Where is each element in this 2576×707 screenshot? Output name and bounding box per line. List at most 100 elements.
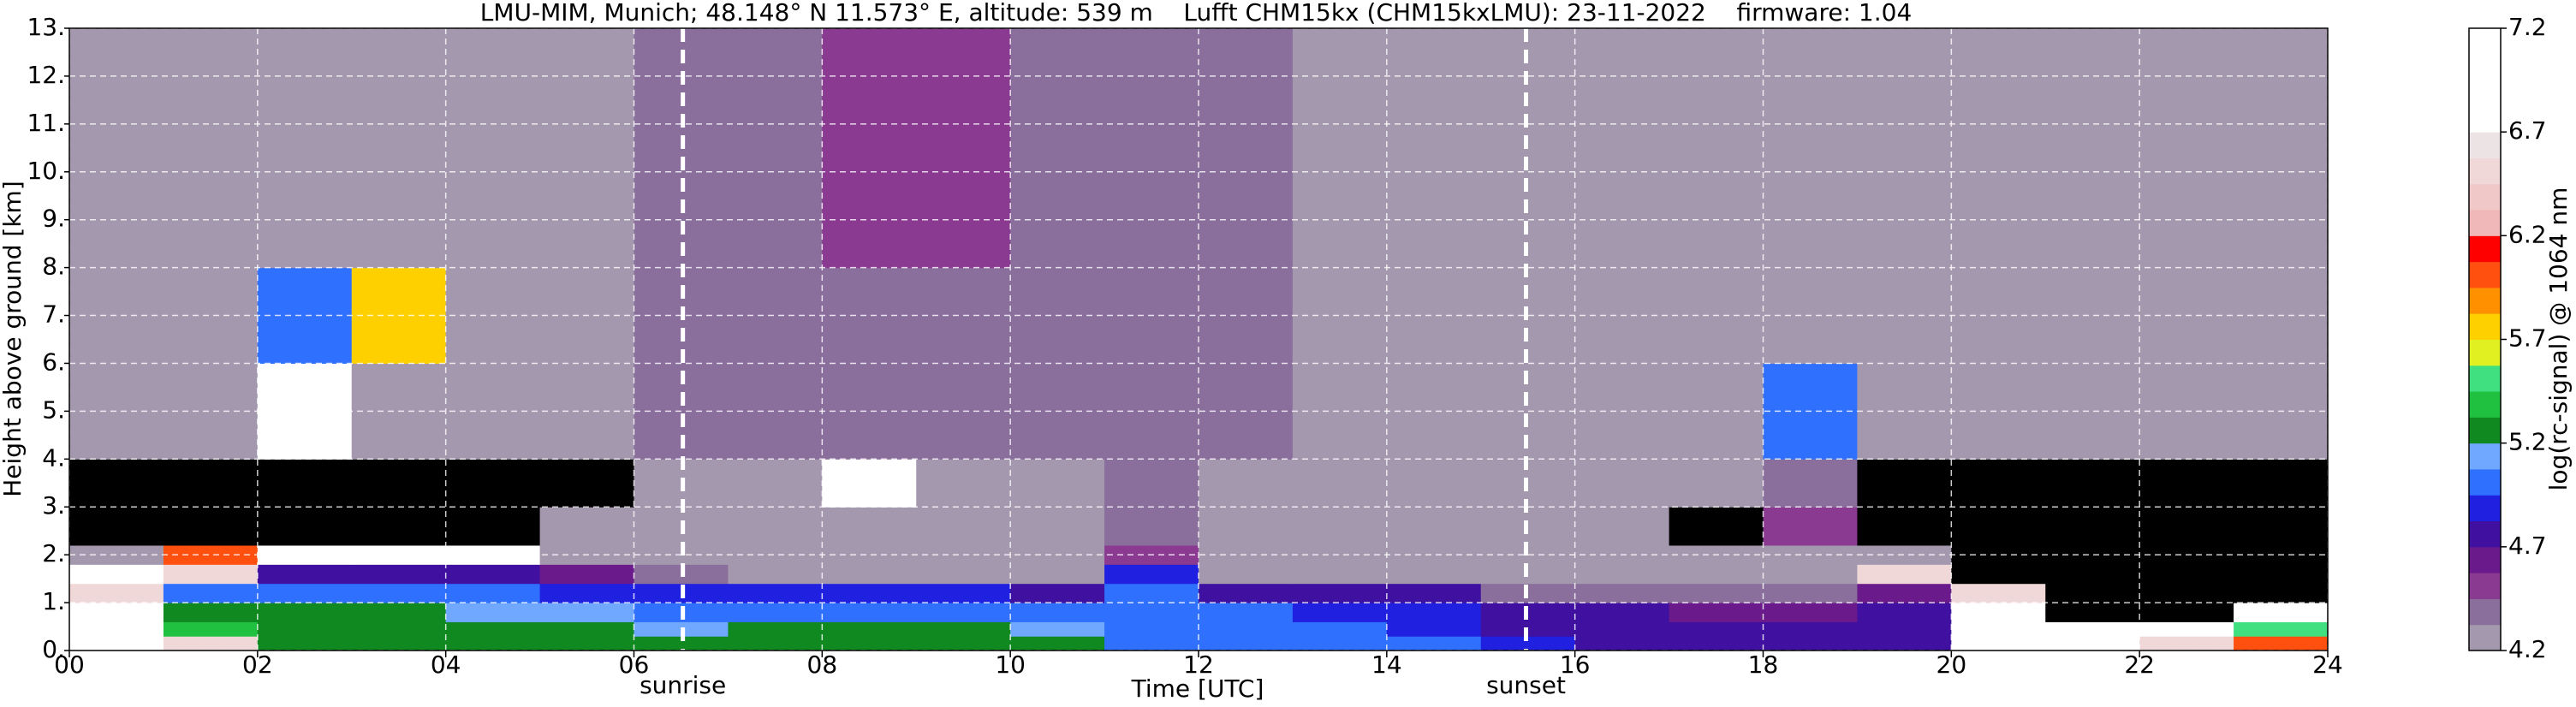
- heatmap-cell: [1292, 171, 1388, 269]
- heatmap-cell: [1951, 583, 2046, 603]
- colorbar-segment: [2469, 210, 2501, 236]
- plot-frame: [68, 27, 2329, 651]
- heatmap-cell: [1857, 459, 1952, 508]
- heatmap-cell: [728, 28, 823, 173]
- heatmap-cell: [2139, 564, 2234, 585]
- y-tick-label: 0.: [42, 635, 65, 663]
- heatmap-cell: [728, 621, 823, 637]
- heatmap-cell: [1386, 267, 1482, 364]
- heatmap-cell: [445, 603, 541, 622]
- heatmap-cell: [257, 636, 353, 651]
- heatmap-cell: [1386, 544, 1482, 565]
- heatmap-cell: [1386, 28, 1482, 173]
- heatmap-cell: [1951, 171, 2046, 269]
- heatmap-cell: [445, 564, 541, 585]
- heatmap-cell: [1574, 636, 1670, 651]
- heatmap-cell: [728, 267, 823, 364]
- heatmap-cell: [163, 267, 259, 364]
- heatmap-cell: [1010, 583, 1105, 603]
- y-tick-label: 11.: [27, 109, 65, 137]
- heatmap-cell: [539, 636, 634, 651]
- colorbar-segment: [2469, 28, 2501, 55]
- heatmap-cell: [1669, 459, 1764, 508]
- heatmap-cell: [822, 603, 917, 622]
- heatmap-cell: [539, 564, 634, 585]
- heatmap-cell: [2234, 636, 2329, 651]
- heatmap-cell: [69, 603, 164, 622]
- heatmap-cell: [634, 636, 729, 651]
- x-tick-label: 12: [1183, 651, 1214, 679]
- colorbar-segment: [2469, 365, 2501, 392]
- heatmap-cell: [1951, 564, 2046, 585]
- heatmap-cell: [728, 636, 823, 651]
- heatmap-cell: [163, 363, 259, 460]
- heatmap-cell: [445, 507, 541, 546]
- heatmap-cell: [257, 267, 353, 364]
- heatmap-cell: [1386, 171, 1482, 269]
- colorbar-segment: [2469, 573, 2501, 599]
- heatmap-cell: [916, 583, 1011, 603]
- heatmap-cell: [539, 621, 634, 637]
- heatmap-cell: [257, 28, 353, 173]
- x-tick-label: 04: [431, 651, 461, 679]
- heatmap-cell: [1669, 564, 1764, 585]
- heatmap-cell: [1386, 621, 1482, 637]
- heatmap-cell: [69, 583, 164, 603]
- heatmap-cell: [1386, 636, 1482, 651]
- heatmap-cell: [163, 583, 259, 603]
- heatmap-cell: [69, 507, 164, 546]
- heatmap-cell: [163, 603, 259, 622]
- colorbar-tick-label: 4.7: [2508, 532, 2547, 560]
- heatmap-cell: [1669, 636, 1764, 651]
- heatmap-cell: [351, 28, 447, 173]
- heatmap-cell: [351, 621, 447, 637]
- colorbar-tick-label: 5.2: [2508, 428, 2547, 456]
- heatmap-cell: [1199, 583, 1294, 603]
- heatmap-cell: [2234, 507, 2329, 546]
- heatmap-cell: [445, 28, 541, 173]
- heatmap-cell: [69, 544, 164, 565]
- colorbar-tick-label: 7.2: [2508, 13, 2547, 41]
- heatmap-cell: [69, 636, 164, 651]
- heatmap-cell: [1669, 28, 1764, 173]
- heatmap-cell: [539, 459, 634, 508]
- heatmap-cell: [1386, 603, 1482, 622]
- heatmap-cell: [2045, 583, 2140, 603]
- heatmap-cell: [351, 603, 447, 622]
- heatmap-cell: [1763, 603, 1858, 622]
- x-tick-label: 18: [1748, 651, 1779, 679]
- heatmap-cell: [822, 507, 917, 546]
- heatmap-cell: [539, 507, 634, 546]
- x-tick-label: 22: [2124, 651, 2155, 679]
- heatmap-cell: [1199, 28, 1294, 173]
- x-tick-label: 00: [54, 651, 85, 679]
- heatmap-cell: [1574, 459, 1670, 508]
- heatmap-cell: [728, 564, 823, 585]
- heatmap-cell: [1574, 564, 1670, 585]
- heatmap-cell: [1951, 459, 2046, 508]
- heatmap-cell: [163, 636, 259, 651]
- heatmap-cell: [257, 603, 353, 622]
- colorbar-segment: [2469, 339, 2501, 366]
- colorbar-label: log(rc-signal) @ 1064 nm: [2544, 187, 2573, 491]
- heatmap-cell: [2234, 621, 2329, 637]
- colorbar-segment: [2469, 287, 2501, 314]
- colorbar-segment: [2469, 183, 2501, 211]
- heatmap-cell: [2234, 583, 2329, 603]
- colorbar-tick-label: 6.7: [2508, 116, 2547, 145]
- heatmap-cell: [2234, 459, 2329, 508]
- heatmap-cell: [163, 459, 259, 508]
- heatmap-cell: [1951, 267, 2046, 364]
- colorbar-segment: [2469, 495, 2501, 522]
- heatmap-cell: [257, 564, 353, 585]
- heatmap-cell: [1010, 621, 1105, 637]
- heatmap-cell: [539, 603, 634, 622]
- heatmap-cell: [916, 507, 1011, 546]
- heatmap-cell: [1574, 603, 1670, 622]
- annotation-label: sunset: [1486, 671, 1566, 699]
- heatmap-cell: [1292, 267, 1388, 364]
- heatmap-cell: [257, 459, 353, 508]
- heatmap-cell: [257, 583, 353, 603]
- y-tick-label: 12.: [27, 61, 65, 89]
